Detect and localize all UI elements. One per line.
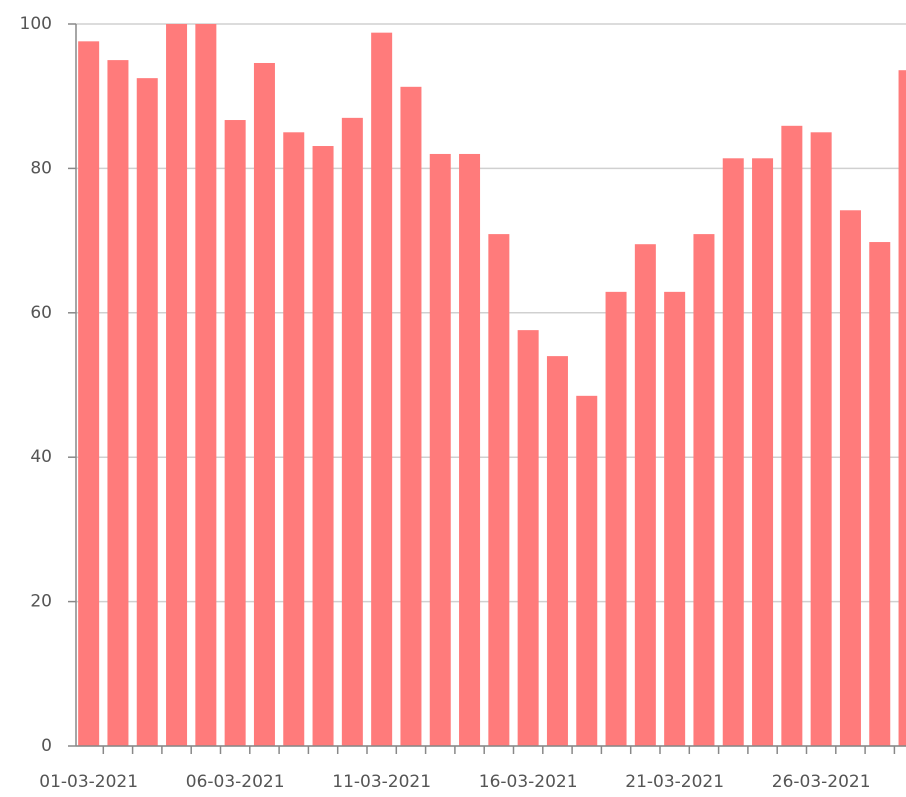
bar xyxy=(634,244,656,746)
bar xyxy=(810,132,832,747)
bar xyxy=(576,395,598,746)
x-tick-label: 06-03-2021 xyxy=(186,772,285,792)
bar xyxy=(869,242,891,746)
bar xyxy=(166,24,188,746)
bar xyxy=(664,291,686,746)
y-tick-label: 20 xyxy=(30,592,52,612)
bar xyxy=(400,86,422,746)
bar xyxy=(898,70,906,746)
x-tick-label: 16-03-2021 xyxy=(479,772,578,792)
bar xyxy=(517,330,539,746)
bar xyxy=(371,32,393,746)
x-tick-label: 26-03-2021 xyxy=(772,772,871,792)
y-tick-label: 60 xyxy=(30,303,52,323)
bar xyxy=(781,125,803,746)
x-tick-label: 11-03-2021 xyxy=(332,772,431,792)
bar xyxy=(224,120,246,746)
bar xyxy=(839,210,861,746)
bar xyxy=(752,158,774,747)
y-tick-label: 0 xyxy=(41,736,52,756)
bar xyxy=(341,117,363,747)
bar xyxy=(312,146,334,746)
bar xyxy=(693,234,715,747)
bar xyxy=(253,62,275,747)
x-tick-label: 21-03-2021 xyxy=(625,772,724,792)
bar xyxy=(78,41,100,746)
bar xyxy=(488,234,510,747)
bar xyxy=(107,60,129,747)
bar xyxy=(605,291,627,746)
bar xyxy=(429,153,451,746)
bar xyxy=(459,153,481,746)
y-tick-label: 40 xyxy=(30,447,52,467)
bar xyxy=(283,132,305,747)
bar xyxy=(546,356,568,746)
bar xyxy=(195,24,217,746)
bar xyxy=(722,158,744,747)
y-tick-label: 100 xyxy=(20,14,52,34)
x-tick-label: 01-03-2021 xyxy=(39,772,138,792)
y-tick-label: 80 xyxy=(30,158,52,178)
bar xyxy=(136,78,158,746)
